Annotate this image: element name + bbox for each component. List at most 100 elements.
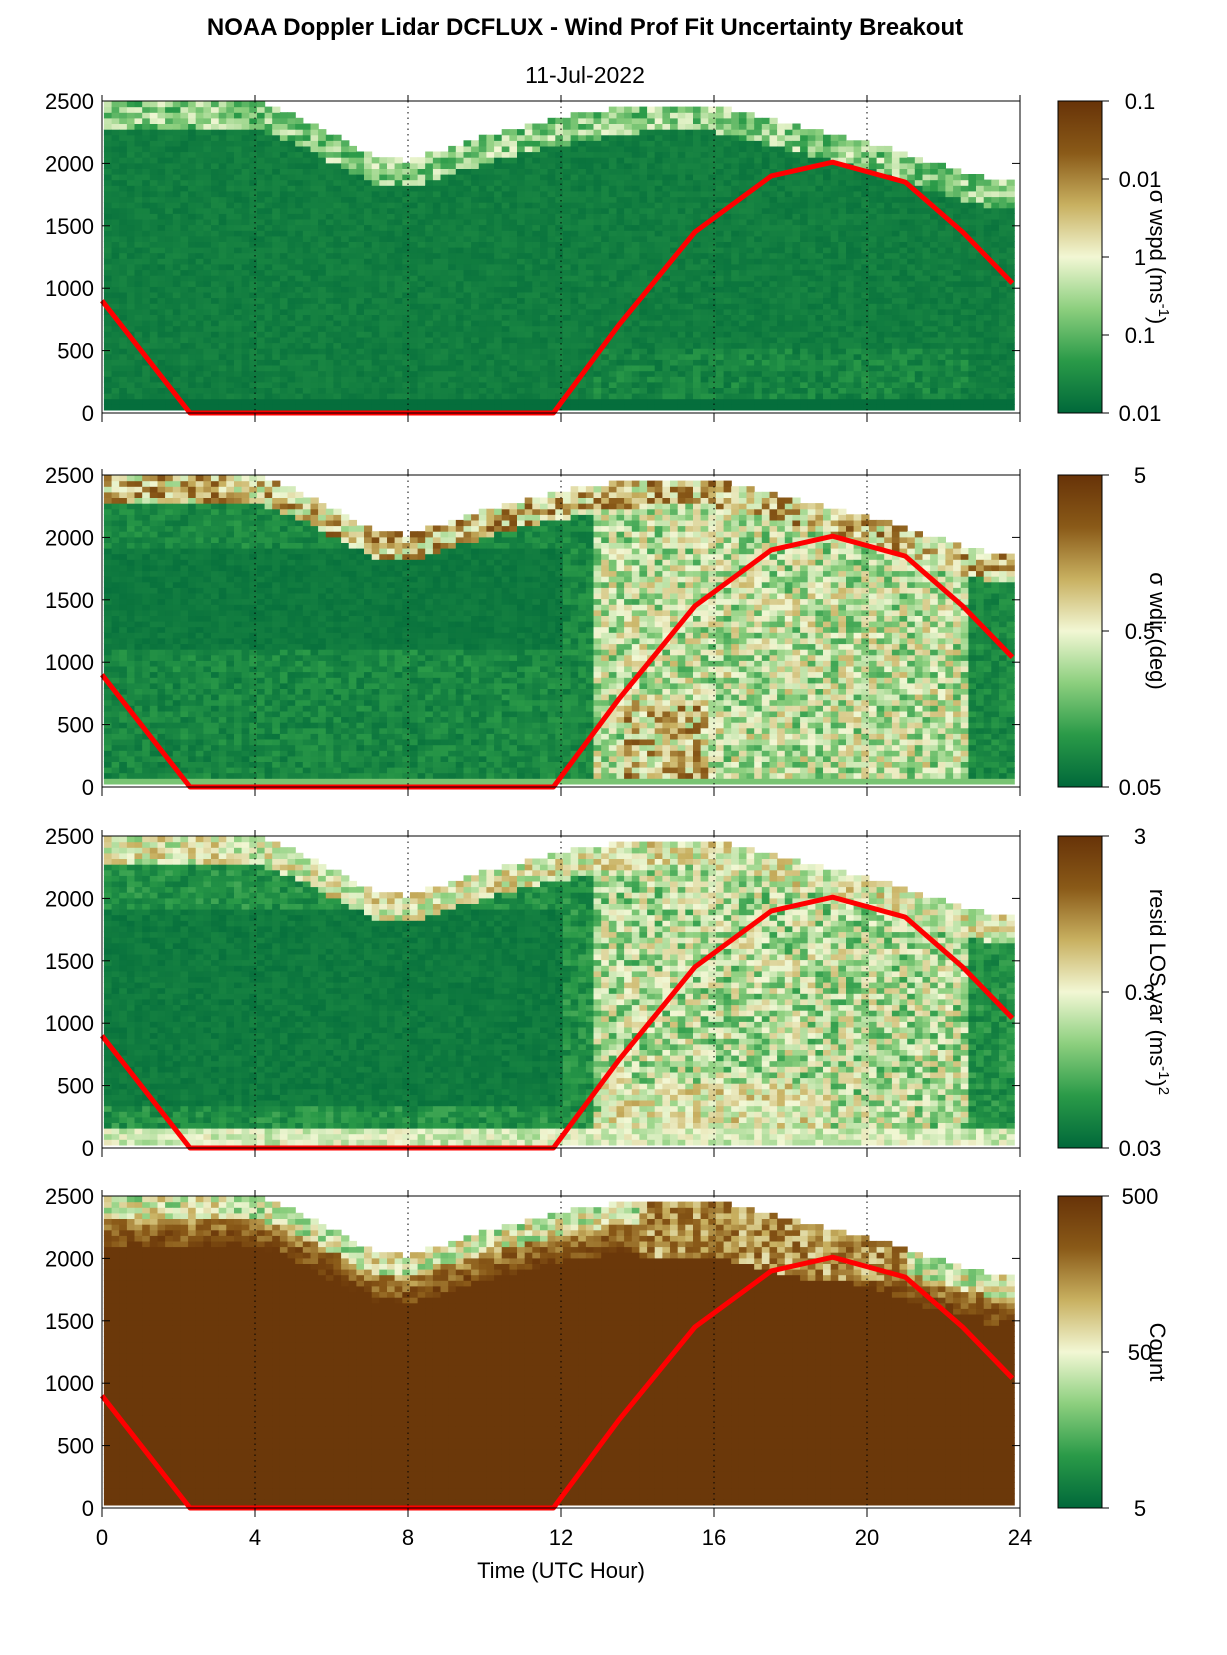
heatmap-cell — [731, 337, 739, 343]
heatmap-cell — [165, 326, 173, 332]
heatmap-cell — [333, 376, 341, 382]
heatmap-cell — [280, 241, 288, 247]
heatmap-cell — [532, 331, 540, 337]
heatmap-cell — [272, 387, 280, 393]
heatmap-cell — [678, 202, 686, 208]
heatmap-cell — [823, 343, 831, 349]
heatmap-cell — [234, 230, 242, 236]
heatmap-cell — [180, 382, 188, 388]
heatmap-cell — [127, 354, 135, 360]
heatmap-cell — [479, 376, 487, 382]
heatmap-cell — [180, 314, 188, 320]
heatmap-cell — [356, 219, 364, 225]
heatmap-cell — [655, 152, 663, 158]
heatmap-cell — [662, 107, 670, 113]
heatmap-cell — [471, 354, 479, 360]
heatmap-cell — [808, 354, 816, 360]
heatmap-cell — [158, 197, 166, 203]
heatmap-cell — [112, 270, 120, 276]
heatmap-cell — [685, 399, 693, 405]
heatmap-cell — [770, 404, 778, 410]
heatmap-cell — [433, 191, 441, 197]
heatmap-cell — [433, 359, 441, 365]
heatmap-cell — [387, 197, 395, 203]
heatmap-cell — [831, 354, 839, 360]
heatmap-cell — [333, 303, 341, 309]
heatmap-cell — [655, 213, 663, 219]
heatmap-cell — [234, 337, 242, 343]
heatmap-cell — [701, 241, 709, 247]
heatmap-cell — [135, 314, 143, 320]
heatmap-cell — [762, 135, 770, 141]
heatmap-cell — [701, 270, 709, 276]
heatmap-cell — [135, 124, 143, 130]
heatmap-cell — [525, 387, 533, 393]
heatmap-cell — [494, 337, 502, 343]
heatmap-cell — [311, 135, 319, 141]
heatmap-cell — [586, 326, 594, 332]
heatmap-cell — [632, 247, 640, 253]
heatmap-cell — [211, 124, 219, 130]
heatmap-cell — [234, 399, 242, 405]
heatmap-cell — [770, 314, 778, 320]
heatmap-cell — [563, 180, 571, 186]
heatmap-cell — [486, 258, 494, 264]
heatmap-cell — [311, 163, 319, 169]
heatmap-cell — [142, 213, 150, 219]
heatmap-cell — [196, 314, 204, 320]
heatmap-cell — [211, 230, 219, 236]
heatmap-cell — [372, 168, 380, 174]
heatmap-cell — [471, 309, 479, 315]
heatmap-cell — [150, 303, 158, 309]
heatmap-cell — [158, 309, 166, 315]
heatmap-cell — [639, 230, 647, 236]
heatmap-cell — [104, 371, 112, 377]
heatmap-cell — [135, 157, 143, 163]
heatmap-cell — [724, 180, 732, 186]
heatmap-cell — [387, 213, 395, 219]
heatmap-cell — [731, 157, 739, 163]
heatmap-cell — [724, 258, 732, 264]
heatmap-cell — [609, 236, 617, 242]
heatmap-cell — [594, 326, 602, 332]
heatmap-cell — [180, 348, 188, 354]
heatmap-cell — [402, 230, 410, 236]
heatmap-cell — [479, 208, 487, 214]
heatmap-cell — [288, 292, 296, 298]
heatmap-cell — [142, 124, 150, 130]
heatmap-cell — [203, 101, 211, 107]
heatmap-cell — [150, 163, 158, 169]
heatmap-cell — [311, 225, 319, 231]
heatmap-cell — [341, 236, 349, 242]
heatmap-cell — [509, 230, 517, 236]
heatmap-cell — [173, 298, 181, 304]
heatmap-cell — [670, 348, 678, 354]
heatmap-cell — [823, 168, 831, 174]
heatmap-cell — [158, 180, 166, 186]
heatmap-cell — [624, 112, 632, 118]
heatmap-cell — [127, 157, 135, 163]
heatmap-cell — [272, 326, 280, 332]
heatmap-cell — [617, 365, 625, 371]
heatmap-cell — [662, 337, 670, 343]
heatmap-cell — [693, 382, 701, 388]
heatmap-cell — [203, 124, 211, 130]
heatmap-cell — [119, 348, 127, 354]
heatmap-cell — [701, 112, 709, 118]
heatmap-cell — [762, 264, 770, 270]
heatmap-cell — [272, 331, 280, 337]
heatmap-cell — [418, 157, 426, 163]
heatmap-cell — [265, 135, 273, 141]
heatmap-cell — [402, 309, 410, 315]
heatmap-cell — [165, 309, 173, 315]
heatmap-cell — [486, 275, 494, 281]
heatmap-cell — [479, 404, 487, 410]
heatmap-cell — [808, 399, 816, 405]
heatmap-cell — [288, 174, 296, 180]
heatmap-cell — [716, 387, 724, 393]
heatmap-cell — [180, 393, 188, 399]
heatmap-cell — [150, 230, 158, 236]
heatmap-cell — [617, 241, 625, 247]
heatmap-cell — [234, 309, 242, 315]
heatmap-cell — [678, 146, 686, 152]
